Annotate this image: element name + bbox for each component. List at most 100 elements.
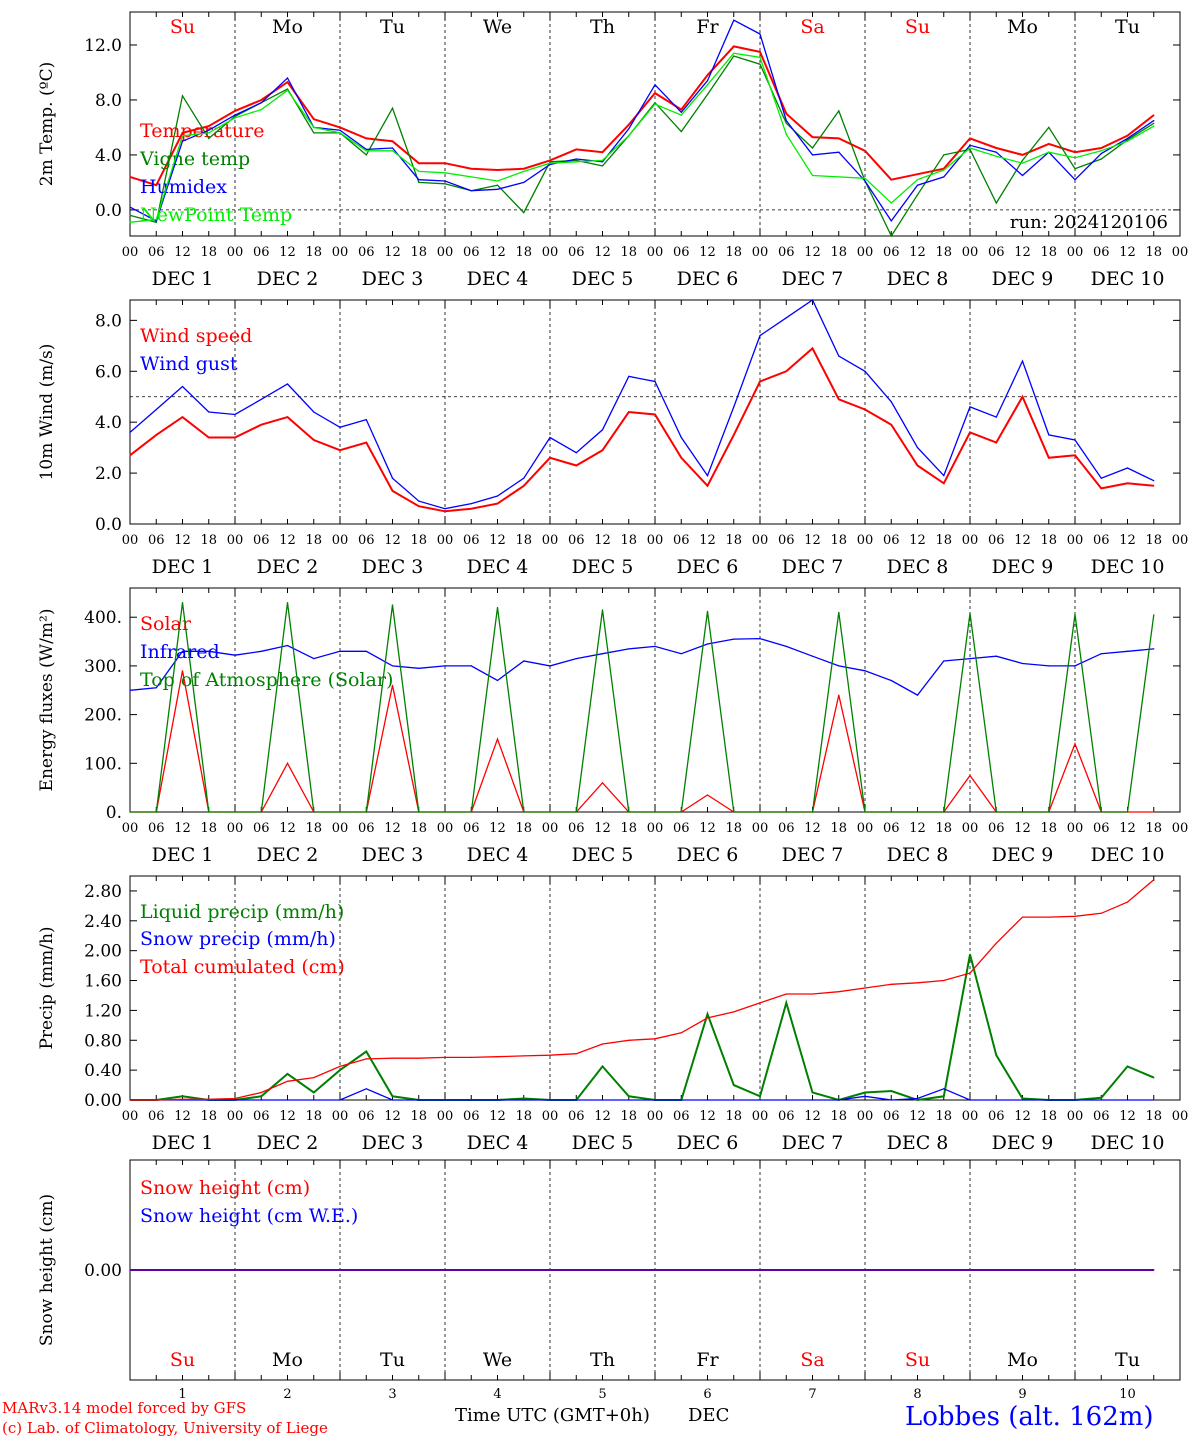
- data-point: [391, 604, 394, 606]
- data-point: [1048, 1099, 1050, 1101]
- hour-tick-label: 06: [1093, 533, 1110, 548]
- data-point: [680, 457, 682, 459]
- data-point: [759, 1095, 761, 1097]
- legend-entry: Wind gust: [140, 353, 238, 375]
- data-point: [916, 1097, 919, 1100]
- data-point: [523, 168, 525, 170]
- date-label: DEC 3: [362, 844, 424, 866]
- hour-tick-label: 12: [699, 533, 716, 548]
- hour-tick-label: 18: [935, 1109, 952, 1124]
- date-label: DEC 9: [992, 844, 1054, 866]
- data-point: [155, 218, 157, 221]
- data-point: [759, 335, 761, 337]
- date-label: DEC 9: [992, 268, 1054, 290]
- data-point: [286, 88, 289, 90]
- hour-tick-label: 00: [752, 821, 769, 836]
- hour-tick-label: 00: [542, 821, 559, 836]
- data-point: [575, 1053, 577, 1055]
- data-point: [1126, 1065, 1129, 1067]
- data-point: [234, 110, 236, 112]
- hour-tick-label: 06: [778, 821, 795, 836]
- data-point: [943, 475, 945, 477]
- hour-tick-label: 06: [253, 1109, 270, 1124]
- data-point: [785, 133, 787, 135]
- data-point: [549, 1099, 551, 1101]
- data-point: [1126, 811, 1129, 813]
- hour-tick-label: 06: [778, 533, 795, 548]
- data-point: [890, 983, 892, 985]
- panel-frame: [129, 11, 1181, 237]
- data-point: [496, 679, 499, 682]
- hour-tick-label: 06: [883, 245, 900, 260]
- day-number-label: 4: [493, 1387, 501, 1402]
- data-point: [444, 508, 446, 510]
- hour-tick-label: 12: [1014, 1109, 1031, 1124]
- data-point: [838, 611, 840, 613]
- hour-tick-label: 18: [200, 245, 217, 260]
- data-point: [995, 1099, 997, 1101]
- date-label: DEC 3: [362, 556, 424, 578]
- data-point: [339, 650, 341, 652]
- hour-tick-label: 12: [384, 821, 401, 836]
- data-point: [943, 169, 945, 171]
- data-point: [706, 84, 709, 86]
- legend-entry: Humidex: [140, 176, 227, 198]
- data-point: [1153, 114, 1155, 116]
- data-point: [418, 811, 420, 813]
- data-point: [838, 110, 840, 112]
- data-point: [654, 102, 656, 104]
- data-point: [838, 151, 840, 153]
- data-point: [1048, 665, 1050, 667]
- data-point: [995, 202, 997, 204]
- y-tick-label: 4.0: [95, 146, 122, 166]
- data-point: [943, 660, 945, 662]
- y-axis-label: Precip (mm/h): [37, 926, 57, 1049]
- data-point: [444, 811, 446, 813]
- series-line-2: [129, 299, 1155, 510]
- y-tick-label: 1.60: [84, 972, 122, 992]
- data-point: [418, 1099, 420, 1101]
- hour-tick-label: 06: [358, 533, 375, 548]
- data-point: [181, 1098, 184, 1100]
- hour-tick-label: 06: [148, 245, 165, 260]
- data-point: [890, 220, 892, 222]
- hour-tick-label: 00: [332, 821, 349, 836]
- data-point: [208, 132, 210, 134]
- y-axis-label: 10m Wind (m/s): [37, 344, 57, 481]
- data-point: [811, 1099, 814, 1101]
- data-point: [628, 124, 630, 126]
- lab-credit: (c) Lab. of Climatology, University of L…: [2, 1419, 328, 1437]
- y-tick-label: 0.: [106, 803, 122, 823]
- data-point: [549, 811, 551, 813]
- day-name-label: Tu: [380, 16, 405, 38]
- hour-tick-label: 00: [1172, 821, 1189, 836]
- data-point: [129, 206, 131, 208]
- data-point: [706, 643, 709, 645]
- data-point: [234, 654, 236, 656]
- data-point: [286, 77, 289, 79]
- hour-tick-label: 12: [489, 245, 506, 260]
- hour-tick-label: 18: [935, 821, 952, 836]
- hour-tick-label: 06: [1093, 821, 1110, 836]
- data-point: [208, 129, 210, 131]
- day-name-label: Th: [590, 16, 615, 38]
- hour-tick-label: 18: [1040, 245, 1057, 260]
- data-point: [1126, 650, 1129, 652]
- hour-tick-label: 00: [437, 533, 454, 548]
- hour-tick-label: 00: [437, 821, 454, 836]
- data-point: [1153, 120, 1155, 122]
- y-tick-label: 8.0: [95, 311, 122, 331]
- y-tick-label: 0.80: [84, 1031, 122, 1051]
- data-point: [890, 202, 892, 204]
- chart-panel-5: 0.00 Snow height (cm) Snow height (cm) Snow…: [37, 1159, 1181, 1402]
- data-point: [129, 811, 131, 813]
- day-number-label: 3: [388, 1387, 396, 1402]
- data-point: [129, 431, 131, 433]
- data-point: [549, 159, 551, 161]
- data-point: [969, 147, 971, 149]
- date-label: DEC 8: [887, 268, 949, 290]
- data-point: [628, 811, 630, 813]
- data-point: [391, 107, 394, 109]
- data-point: [155, 221, 157, 223]
- data-point: [313, 811, 315, 813]
